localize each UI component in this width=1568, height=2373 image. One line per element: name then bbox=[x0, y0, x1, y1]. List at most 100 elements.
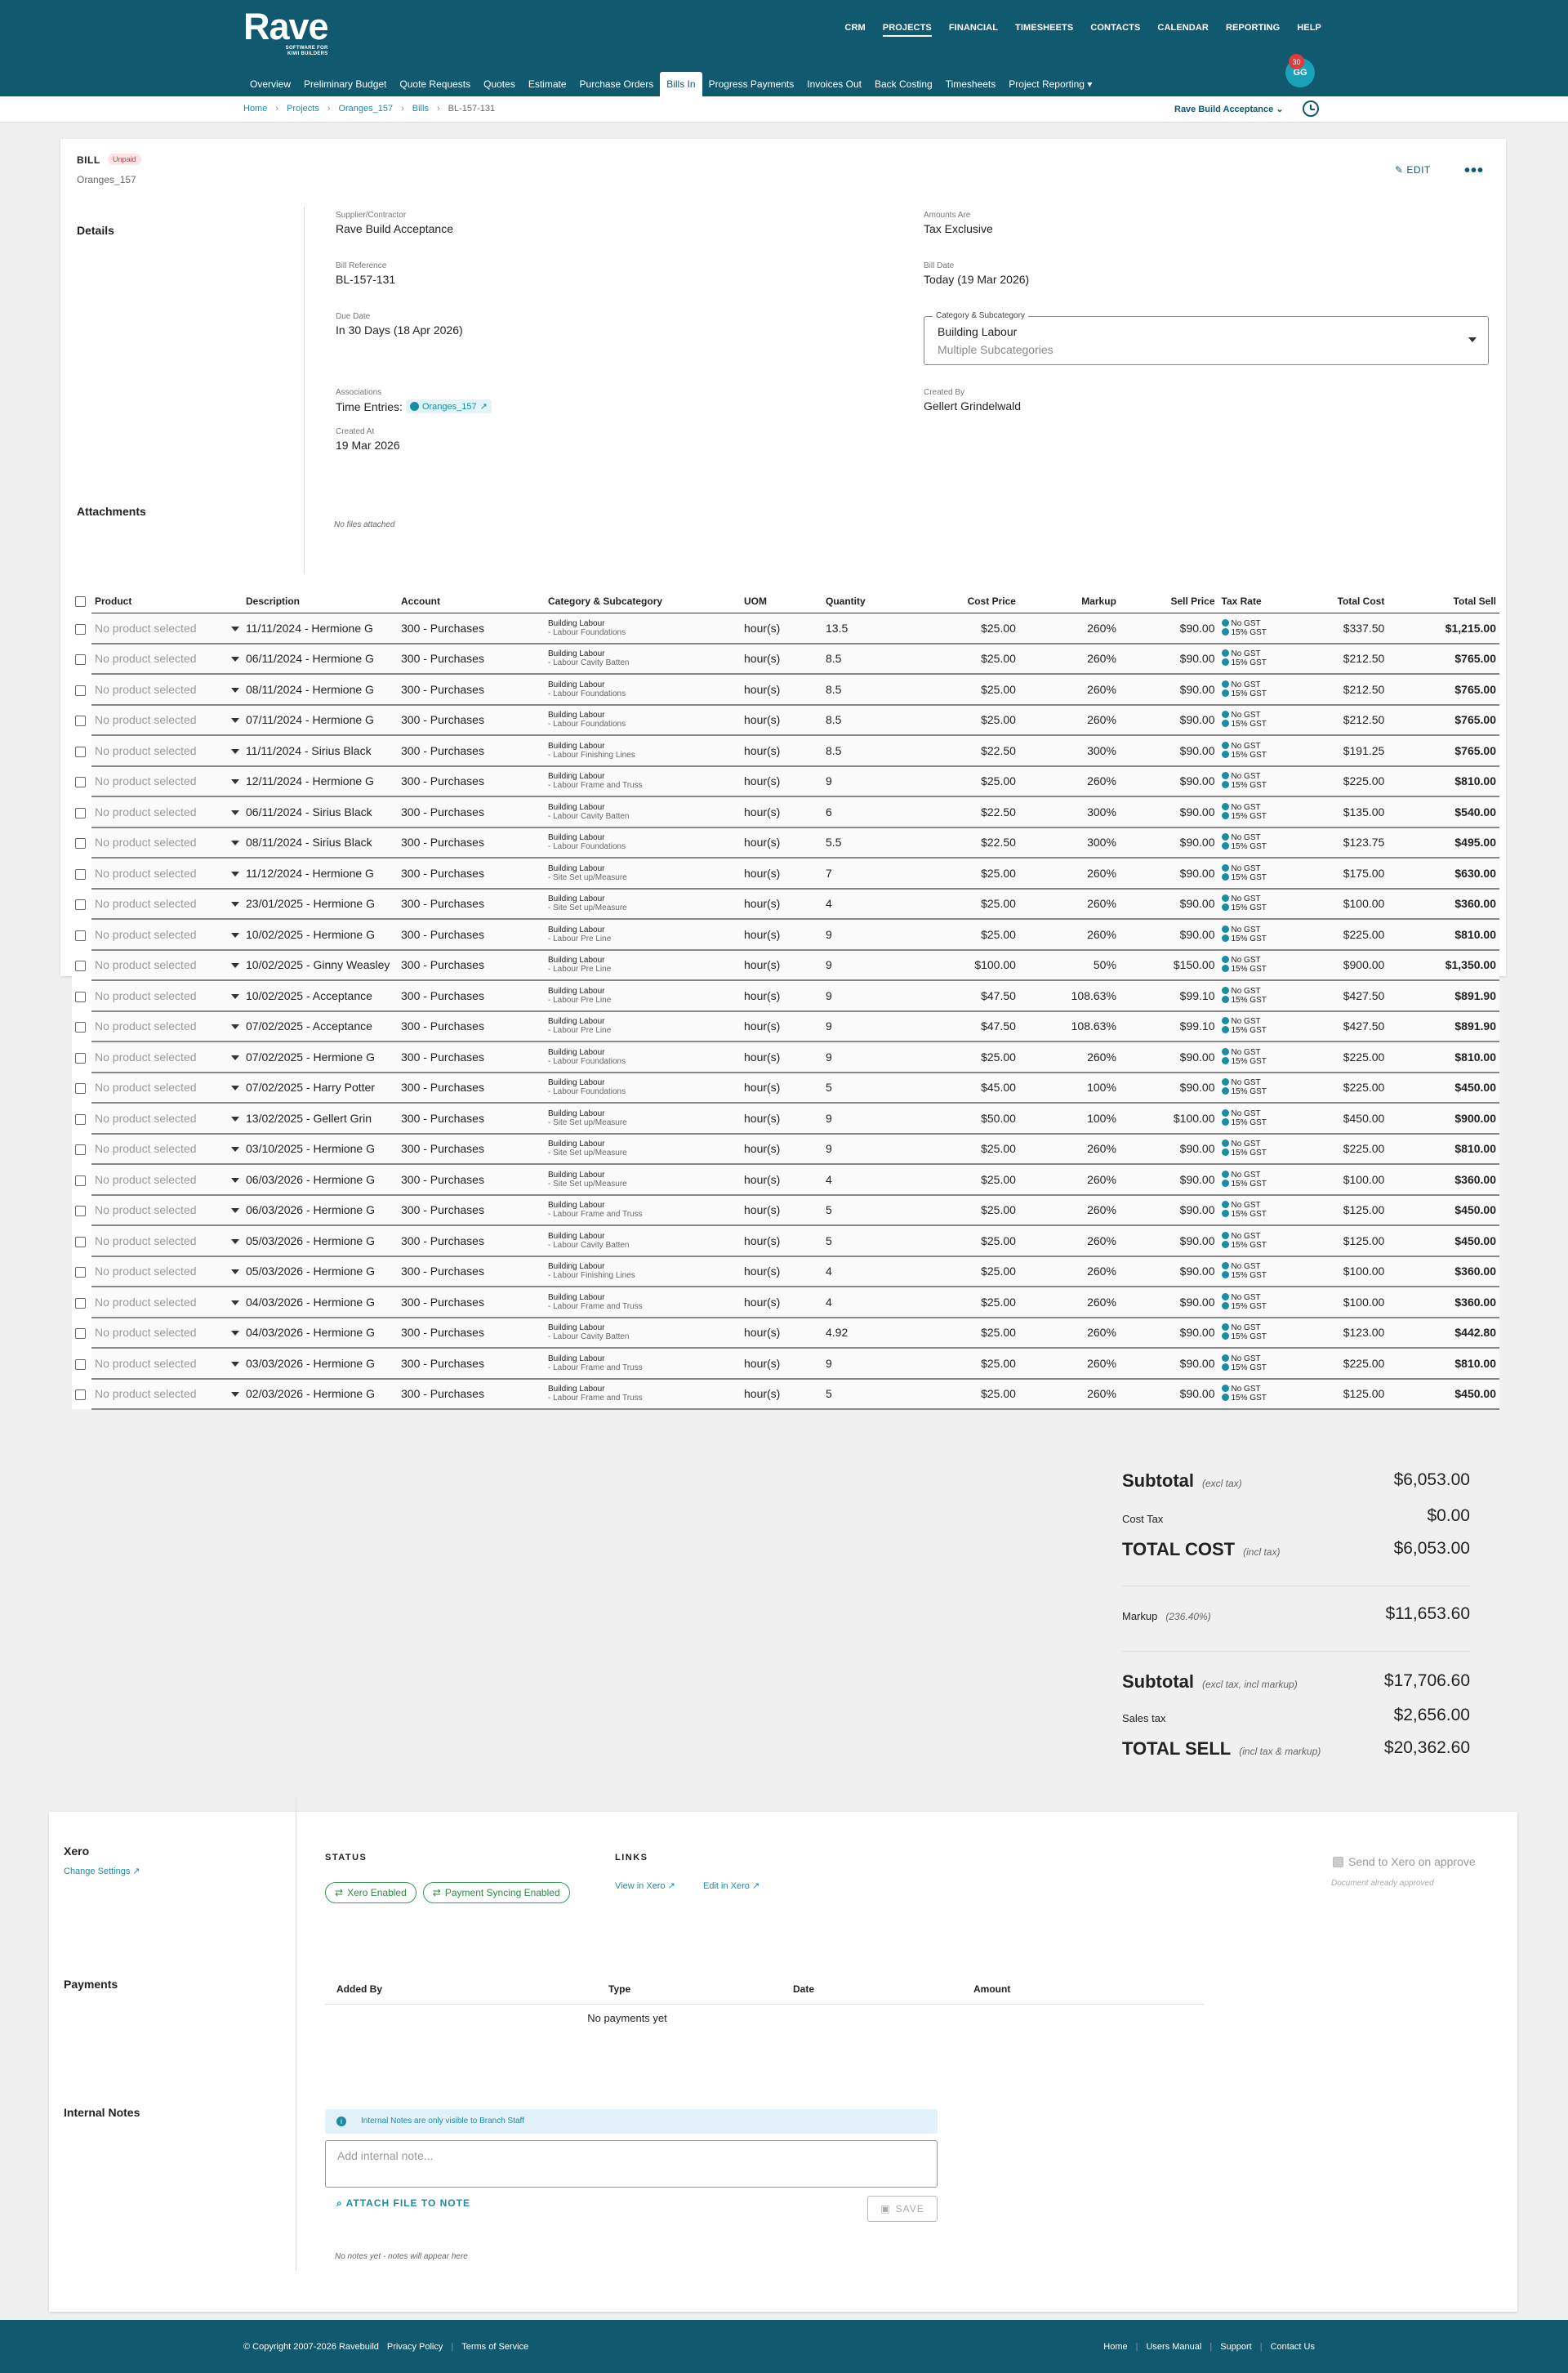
uom-cell[interactable]: hour(s) bbox=[741, 765, 822, 797]
sell-price-cell[interactable]: $90.00 bbox=[1119, 674, 1218, 706]
time-entry-chip[interactable]: Oranges_157 ↗ bbox=[405, 399, 492, 413]
tax-rate-cell[interactable]: No GST 15% GST bbox=[1218, 1010, 1284, 1042]
product-select[interactable]: No product selected bbox=[91, 613, 243, 645]
quantity-cell[interactable]: 4 bbox=[822, 888, 912, 920]
uom-cell[interactable]: hour(s) bbox=[741, 1103, 822, 1135]
send-to-xero-toggle[interactable]: Send to Xero on approve bbox=[1333, 1855, 1476, 1868]
terms-of-service-link[interactable]: Terms of Service bbox=[461, 2342, 529, 2352]
category-cell[interactable]: Building Labour - Labour Frame and Truss bbox=[545, 1378, 741, 1410]
product-select[interactable]: No product selected bbox=[91, 1042, 243, 1073]
sell-price-cell[interactable]: $99.10 bbox=[1119, 1010, 1218, 1042]
description-cell[interactable]: 07/02/2025 - Hermione G bbox=[243, 1042, 398, 1073]
markup-cell[interactable]: 260% bbox=[1018, 858, 1120, 890]
tax-rate-cell[interactable]: No GST 15% GST bbox=[1218, 735, 1284, 767]
cost-price-cell[interactable]: $25.00 bbox=[912, 704, 1019, 736]
cost-price-cell[interactable]: $25.00 bbox=[912, 888, 1019, 920]
subnav-timesheets[interactable]: Timesheets bbox=[945, 78, 996, 90]
category-cell[interactable]: Building Labour - Labour Cavity Batten bbox=[545, 643, 741, 675]
sell-price-cell[interactable]: $90.00 bbox=[1119, 1164, 1218, 1196]
quantity-cell[interactable]: 9 bbox=[822, 1133, 912, 1165]
sell-price-cell[interactable]: $90.00 bbox=[1119, 919, 1218, 951]
uom-cell[interactable]: hour(s) bbox=[741, 674, 822, 706]
quantity-cell[interactable]: 9 bbox=[822, 1348, 912, 1380]
product-select[interactable]: No product selected bbox=[91, 735, 243, 767]
quantity-cell[interactable]: 9 bbox=[822, 1103, 912, 1135]
row-checkbox[interactable] bbox=[75, 746, 86, 757]
product-select[interactable]: No product selected bbox=[91, 643, 243, 675]
markup-cell[interactable]: 260% bbox=[1018, 1042, 1120, 1073]
row-checkbox[interactable] bbox=[75, 838, 86, 850]
cost-price-cell[interactable]: $25.00 bbox=[912, 1133, 1019, 1165]
quantity-cell[interactable]: 5 bbox=[822, 1225, 912, 1257]
sell-price-cell[interactable]: $90.00 bbox=[1119, 1378, 1218, 1410]
cost-price-cell[interactable]: $47.50 bbox=[912, 980, 1019, 1012]
account-cell[interactable]: 300 - Purchases bbox=[398, 949, 545, 981]
product-select[interactable]: No product selected bbox=[91, 1164, 243, 1196]
sell-price-cell[interactable]: $90.00 bbox=[1119, 1133, 1218, 1165]
nav-reporting[interactable]: REPORTING bbox=[1225, 23, 1281, 33]
uom-cell[interactable]: hour(s) bbox=[741, 1042, 822, 1073]
row-checkbox[interactable] bbox=[75, 961, 86, 972]
account-cell[interactable]: 300 - Purchases bbox=[398, 827, 545, 859]
category-select[interactable]: Category & Subcategory Building Labour M… bbox=[924, 311, 1489, 365]
tax-rate-cell[interactable]: No GST 15% GST bbox=[1218, 888, 1284, 920]
col-quantity[interactable]: Quantity bbox=[822, 590, 912, 613]
row-checkbox[interactable] bbox=[75, 1175, 86, 1186]
cost-price-cell[interactable]: $22.50 bbox=[912, 827, 1019, 859]
row-checkbox[interactable] bbox=[75, 1389, 86, 1401]
product-select[interactable]: No product selected bbox=[91, 1256, 243, 1287]
tax-rate-cell[interactable]: No GST 15% GST bbox=[1218, 765, 1284, 797]
account-cell[interactable]: 300 - Purchases bbox=[398, 796, 545, 828]
cost-price-cell[interactable]: $25.00 bbox=[912, 1194, 1019, 1226]
row-checkbox[interactable] bbox=[75, 930, 86, 941]
account-cell[interactable]: 300 - Purchases bbox=[398, 1287, 545, 1318]
account-cell[interactable]: 300 - Purchases bbox=[398, 1164, 545, 1196]
tax-rate-cell[interactable]: No GST 15% GST bbox=[1218, 980, 1284, 1012]
send-to-xero-checkbox[interactable] bbox=[1333, 1856, 1343, 1867]
cost-price-cell[interactable]: $25.00 bbox=[912, 1317, 1019, 1349]
cost-price-cell[interactable]: $25.00 bbox=[912, 1348, 1019, 1380]
description-cell[interactable]: 11/11/2024 - Sirius Black bbox=[243, 735, 398, 767]
support-link[interactable]: Support bbox=[1220, 2342, 1252, 2352]
quantity-cell[interactable]: 4 bbox=[822, 1256, 912, 1287]
account-cell[interactable]: 300 - Purchases bbox=[398, 765, 545, 797]
account-cell[interactable]: 300 - Purchases bbox=[398, 1010, 545, 1042]
quantity-cell[interactable]: 8.5 bbox=[822, 643, 912, 675]
markup-cell[interactable]: 300% bbox=[1018, 735, 1120, 767]
tax-rate-cell[interactable]: No GST 15% GST bbox=[1218, 704, 1284, 736]
description-cell[interactable]: 12/11/2024 - Hermione G bbox=[243, 765, 398, 797]
product-select[interactable]: No product selected bbox=[91, 1287, 243, 1318]
description-cell[interactable]: 07/11/2024 - Hermione G bbox=[243, 704, 398, 736]
description-cell[interactable]: 10/02/2025 - Acceptance bbox=[243, 980, 398, 1012]
quantity-cell[interactable]: 8.5 bbox=[822, 704, 912, 736]
cost-price-cell[interactable]: $22.50 bbox=[912, 735, 1019, 767]
product-select[interactable]: No product selected bbox=[91, 1194, 243, 1226]
markup-cell[interactable]: 100% bbox=[1018, 1072, 1120, 1104]
cost-price-cell[interactable]: $47.50 bbox=[912, 1010, 1019, 1042]
product-select[interactable]: No product selected bbox=[91, 704, 243, 736]
quantity-cell[interactable]: 7 bbox=[822, 858, 912, 890]
category-cell[interactable]: Building Labour - Labour Frame and Truss bbox=[545, 1287, 741, 1318]
col-account[interactable]: Account bbox=[398, 590, 545, 613]
nav-timesheets[interactable]: TIMESHEETS bbox=[1015, 23, 1074, 33]
quantity-cell[interactable]: 5 bbox=[822, 1378, 912, 1410]
description-cell[interactable]: 05/03/2026 - Hermione G bbox=[243, 1225, 398, 1257]
subnav-back-costing[interactable]: Back Costing bbox=[874, 78, 933, 90]
uom-cell[interactable]: hour(s) bbox=[741, 796, 822, 828]
uom-cell[interactable]: hour(s) bbox=[741, 888, 822, 920]
product-select[interactable]: No product selected bbox=[91, 1317, 243, 1349]
tax-rate-cell[interactable]: No GST 15% GST bbox=[1218, 1164, 1284, 1196]
sell-price-cell[interactable]: $90.00 bbox=[1119, 1042, 1218, 1073]
markup-cell[interactable]: 50% bbox=[1018, 949, 1120, 981]
account-cell[interactable]: 300 - Purchases bbox=[398, 858, 545, 890]
subnav-progress-payments[interactable]: Progress Payments bbox=[708, 78, 795, 90]
nav-projects[interactable]: PROJECTS bbox=[882, 23, 932, 37]
tax-rate-cell[interactable]: No GST 15% GST bbox=[1218, 796, 1284, 828]
product-select[interactable]: No product selected bbox=[91, 858, 243, 890]
category-cell[interactable]: Building Labour - Labour Pre Line bbox=[545, 919, 741, 951]
account-cell[interactable]: 300 - Purchases bbox=[398, 1042, 545, 1073]
markup-cell[interactable]: 260% bbox=[1018, 674, 1120, 706]
account-cell[interactable]: 300 - Purchases bbox=[398, 613, 545, 645]
description-cell[interactable]: 06/03/2026 - Hermione G bbox=[243, 1164, 398, 1196]
row-checkbox[interactable] bbox=[75, 685, 86, 696]
